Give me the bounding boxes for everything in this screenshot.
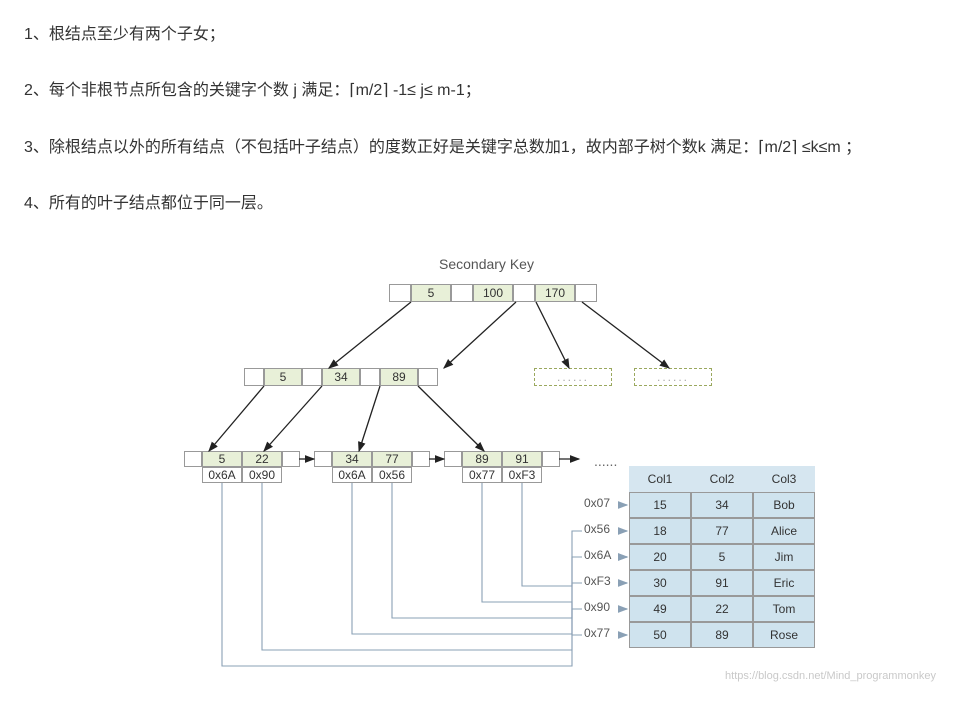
root-ptr3: [575, 284, 597, 302]
table-cell-1-1: 77: [691, 518, 753, 544]
internal-key1: 34: [322, 368, 360, 386]
table-cell-1-0: 18: [629, 518, 691, 544]
leaf2-key1: 91: [502, 451, 542, 467]
leaf-ellipsis: ......: [594, 453, 617, 469]
leaf0-ptrN: [282, 451, 300, 467]
table-cell-5-2: Rose: [753, 622, 815, 648]
leaf0-key0: 5: [202, 451, 242, 467]
internal-ptr2: [360, 368, 380, 386]
leaf1-addr1: 0x56: [372, 467, 412, 483]
leaf2-ptrN: [542, 451, 560, 467]
table-cell-0-0: 15: [629, 492, 691, 518]
table-cell-3-0: 30: [629, 570, 691, 596]
leaf1-ptrN: [412, 451, 430, 467]
row-key-0: 0x07: [584, 496, 610, 510]
rule-4: 4、所有的叶子结点都位于同一层。: [24, 189, 945, 219]
table-cell-1-2: Alice: [753, 518, 815, 544]
rule-2: 2、每个非根节点所包含的关键字个数 j 满足：⌈m/2⌉ -1≤ j≤ m-1；: [24, 76, 945, 106]
table-cell-2-1: 5: [691, 544, 753, 570]
leaf1-key0: 34: [332, 451, 372, 467]
leaf2-ptr0: [444, 451, 462, 467]
leaf2-addr0: 0x77: [462, 467, 502, 483]
btree-diagram: Secondary Key 5 100 170 5 34 89 ........…: [184, 246, 944, 686]
table-header-2: Col3: [753, 466, 815, 492]
internal-key0: 5: [264, 368, 302, 386]
internal-ptr0: [244, 368, 264, 386]
table-cell-0-1: 34: [691, 492, 753, 518]
leaf0-addr0: 0x6A: [202, 467, 242, 483]
row-key-4: 0x90: [584, 600, 610, 614]
leaf1-addr0: 0x6A: [332, 467, 372, 483]
root-ptr1: [451, 284, 473, 302]
table-cell-5-0: 50: [629, 622, 691, 648]
internal-key2: 89: [380, 368, 418, 386]
leaf0-ptr0: [184, 451, 202, 467]
root-key1: 100: [473, 284, 513, 302]
root-key2: 170: [535, 284, 575, 302]
table-cell-0-2: Bob: [753, 492, 815, 518]
internal-ptr3: [418, 368, 438, 386]
leaf0-addr1: 0x90: [242, 467, 282, 483]
leaf2-addr1: 0xF3: [502, 467, 542, 483]
placeholder-1: ......: [634, 368, 712, 386]
rule-3: 3、除根结点以外的所有结点（不包括叶子结点）的度数正好是关键字总数加1，故内部子…: [24, 133, 945, 163]
root-ptr2: [513, 284, 535, 302]
watermark: https://blog.csdn.net/Mind_programmonkey: [725, 670, 936, 682]
table-cell-2-0: 20: [629, 544, 691, 570]
table-cell-4-0: 49: [629, 596, 691, 622]
root-key0: 5: [411, 284, 451, 302]
rule-1: 1、根结点至少有两个子女；: [24, 20, 945, 50]
diagram-title: Secondary Key: [439, 256, 534, 272]
table-header-1: Col2: [691, 466, 753, 492]
table-header-0: Col1: [629, 466, 691, 492]
root-ptr0: [389, 284, 411, 302]
row-key-2: 0x6A: [584, 548, 611, 562]
row-key-1: 0x56: [584, 522, 610, 536]
table-cell-2-2: Jim: [753, 544, 815, 570]
leaf2-key0: 89: [462, 451, 502, 467]
table-cell-3-2: Eric: [753, 570, 815, 596]
leaf1-key1: 77: [372, 451, 412, 467]
table-cell-3-1: 91: [691, 570, 753, 596]
table-cell-5-1: 89: [691, 622, 753, 648]
table-cell-4-2: Tom: [753, 596, 815, 622]
row-key-3: 0xF3: [584, 574, 611, 588]
leaf0-key1: 22: [242, 451, 282, 467]
table-cell-4-1: 22: [691, 596, 753, 622]
placeholder-0: ......: [534, 368, 612, 386]
internal-ptr1: [302, 368, 322, 386]
row-key-5: 0x77: [584, 626, 610, 640]
leaf1-ptr0: [314, 451, 332, 467]
